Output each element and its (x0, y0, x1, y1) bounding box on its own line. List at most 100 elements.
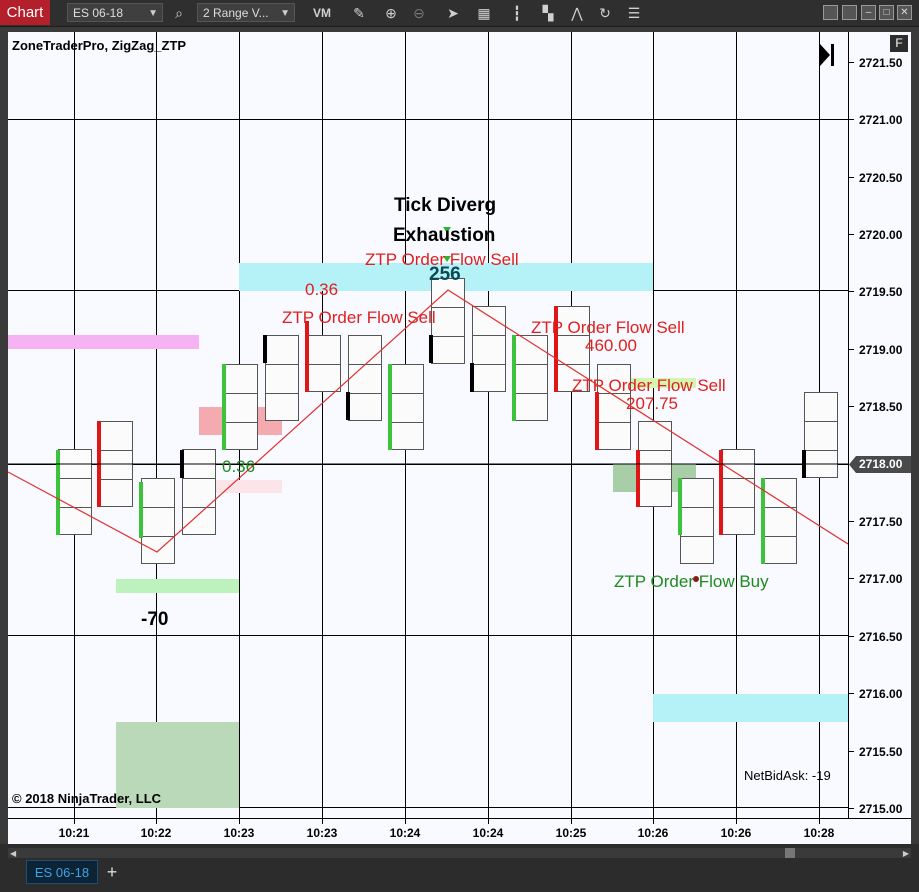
price-label: 2715.00 (859, 802, 903, 816)
axis-tick (849, 808, 854, 809)
chevron-down-icon: ▼ (148, 8, 158, 19)
order-flow-sell-label: ZTP Order Flow Sell (282, 308, 436, 327)
data-box-icon[interactable]: ▦ (477, 5, 491, 21)
interval-selector[interactable]: 2 Range V... ▼ (197, 3, 295, 22)
strategy-icon[interactable]: ⋀ (571, 5, 583, 21)
grid-line (488, 32, 489, 818)
fp-divider (681, 507, 713, 508)
grid-line (736, 32, 737, 818)
chart-panel[interactable]: ZoneTraderPro, ZigZag_ZTP © 2018 NinjaTr… (8, 32, 848, 818)
fp-divider (349, 393, 381, 394)
grid-line (8, 119, 848, 120)
supply-zone (8, 335, 199, 349)
footprint-bar (472, 306, 506, 392)
maximize-icon[interactable]: □ (879, 5, 894, 20)
instrument-tab[interactable]: ES 06-18 (26, 860, 98, 884)
fp-divider (183, 507, 215, 508)
time-label: 10:28 (803, 826, 835, 840)
grid-line (8, 807, 848, 808)
footprint-bar (348, 335, 382, 421)
axis-tick (74, 819, 75, 824)
add-tab-button[interactable]: + (106, 862, 118, 882)
fp-divider (681, 536, 713, 537)
properties-icon[interactable]: ☰ (627, 5, 641, 21)
order-flow-buy-label: ZTP Order Flow Buy (614, 572, 769, 591)
fp-divider (473, 364, 505, 365)
axis-tick (571, 819, 572, 824)
fp-divider (391, 422, 423, 423)
time-label: 10:24 (472, 826, 504, 840)
price-bar-up (388, 364, 392, 450)
fp-divider (100, 479, 132, 480)
axis-tick (849, 751, 854, 752)
tile-alt-icon[interactable] (842, 5, 857, 20)
fp-divider (722, 507, 754, 508)
grid-line (8, 635, 848, 636)
scroll-thumb[interactable] (785, 848, 795, 858)
footprint-bar (390, 364, 424, 450)
instrument-selector[interactable]: ES 06-18 ▼ (67, 3, 163, 22)
footprint-bar (265, 335, 299, 421)
fp-divider (266, 364, 298, 365)
scroll-left-icon[interactable]: ◀ (10, 849, 17, 858)
fp-divider (639, 450, 671, 451)
footprint-bar (224, 364, 258, 450)
minimize-icon[interactable]: – (861, 5, 876, 20)
fp-divider (805, 421, 837, 422)
fp-divider (639, 479, 671, 480)
footprint-bar (556, 306, 590, 392)
price-label: 2717.00 (859, 572, 903, 586)
reload-icon[interactable]: ↻ (599, 5, 611, 21)
scroll-right-icon[interactable]: ▶ (902, 849, 909, 858)
footprint-bar (763, 478, 797, 564)
search-icon[interactable]: ⌕ (175, 5, 183, 21)
f-button[interactable]: F (890, 35, 908, 52)
price-bar-down (595, 392, 599, 450)
bar-type-icon[interactable]: ┇ (512, 5, 522, 21)
price-axis[interactable]: 2721.50 2721.00 2720.50 2720.00 2719.50 … (848, 32, 911, 818)
axis-tick (849, 521, 854, 522)
axis-tick (849, 693, 854, 694)
fp-divider (598, 422, 630, 423)
skip-to-end-icon[interactable] (820, 44, 834, 66)
footprint-bar (307, 335, 341, 392)
net-bid-ask-label: NetBidAsk: -19 (744, 768, 831, 783)
axis-tick (849, 62, 854, 63)
zoom-in-icon[interactable]: ⊕ (385, 5, 397, 21)
time-axis[interactable]: 10:21 10:22 10:23 10:23 10:24 10:24 10:2… (8, 818, 911, 844)
axis-tick (849, 406, 854, 407)
footprint-bar (680, 478, 714, 564)
fp-divider (805, 450, 837, 451)
fp-divider (59, 478, 91, 479)
tile-icon[interactable] (823, 5, 838, 20)
price-bar-neutral (470, 363, 474, 392)
fp-divider (225, 422, 257, 423)
horizontal-scrollbar[interactable]: ◀ ▶ (8, 848, 911, 858)
price-bar-down (554, 306, 558, 392)
volumetric-button[interactable]: VM (313, 6, 331, 20)
pointer-icon[interactable]: ➤ (447, 5, 459, 21)
time-label: 10:22 (140, 826, 172, 840)
fp-divider (598, 393, 630, 394)
tick-divergence-label: Tick Diverg (394, 195, 497, 216)
zoom-out-icon[interactable]: ⊖ (413, 5, 425, 21)
chart-tab[interactable]: Chart (0, 0, 50, 25)
close-icon[interactable]: ✕ (897, 5, 912, 20)
demand-zone (199, 480, 282, 493)
templates-icon[interactable]: ▚ (542, 5, 554, 21)
time-label: 10:24 (389, 826, 421, 840)
order-flow-sell-label: ZTP Order Flow Sell (365, 250, 519, 269)
axis-tick (156, 819, 157, 824)
axis-tick (819, 819, 820, 824)
price-label: 2715.50 (859, 745, 903, 759)
price-bar-up (678, 478, 682, 535)
fp-divider (764, 507, 796, 508)
demand-zone (613, 378, 696, 388)
price-label: 2716.00 (859, 687, 903, 701)
pencil-icon[interactable]: ✎ (353, 5, 365, 21)
price-label: 2718.50 (859, 400, 903, 414)
price-bar-neutral (263, 335, 267, 363)
grid-line (156, 32, 157, 818)
price-bar-down (305, 321, 309, 392)
price-label: 2720.50 (859, 171, 903, 185)
